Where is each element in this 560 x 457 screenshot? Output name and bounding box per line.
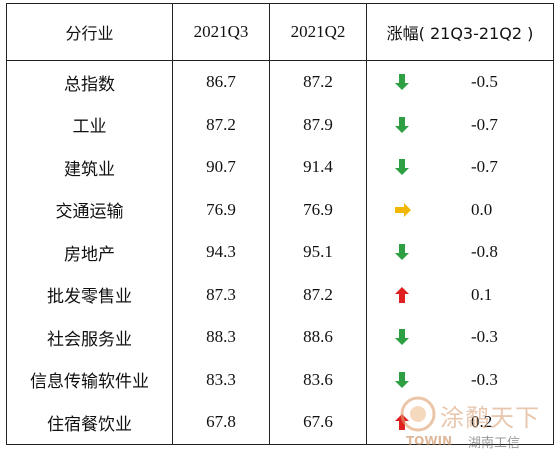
change-cell: 0.2: [366, 401, 554, 445]
trend-down-arrow-icon: [395, 371, 409, 388]
value-2021q3: 90.7: [172, 146, 270, 189]
table-row: 社会服务业 88.3 88.6 -0.3: [6, 316, 554, 359]
trend-down-arrow-icon: [395, 116, 409, 133]
change-value: -0.3: [471, 369, 498, 389]
industry-name: 房地产: [6, 231, 173, 274]
value-2021q3: 87.3: [172, 273, 270, 316]
change-value: 0.2: [471, 412, 493, 432]
table-row: 工业 87.2 87.9 -0.7: [6, 103, 554, 146]
value-2021q2: 67.6: [269, 401, 367, 445]
change-cell: -0.3: [366, 358, 554, 401]
change-cell: 0.1: [366, 273, 554, 316]
industry-index-table: 分行业 2021Q3 2021Q2 涨幅( 21Q3-21Q2 ) 总指数 86.…: [6, 3, 554, 445]
value-2021q3: 86.7: [172, 60, 270, 104]
table-row: 信息传输软件业 83.3 83.6 -0.3: [6, 358, 554, 401]
value-2021q3: 88.3: [172, 316, 270, 359]
value-2021q3: 87.2: [172, 103, 270, 146]
trend-up-arrow-icon: [395, 286, 409, 303]
table-row: 批发零售业 87.3 87.2 0.1: [6, 273, 554, 316]
table-header-row: 分行业 2021Q3 2021Q2 涨幅( 21Q3-21Q2 ): [6, 3, 554, 61]
industry-name: 总指数: [6, 60, 173, 104]
value-2021q2: 88.6: [269, 316, 367, 359]
industry-name: 住宿餐饮业: [6, 401, 173, 445]
value-2021q3: 67.8: [172, 401, 270, 445]
value-2021q2: 83.6: [269, 358, 367, 401]
industry-name: 信息传输软件业: [6, 358, 173, 401]
change-cell: -0.8: [366, 231, 554, 274]
value-2021q3: 76.9: [172, 188, 270, 231]
table-row: 住宿餐饮业 67.8 67.6 0.2: [6, 401, 554, 445]
table-row: 总指数 86.7 87.2 -0.5: [6, 60, 554, 104]
industry-name: 交通运输: [6, 188, 173, 231]
trend-down-arrow-icon: [395, 244, 409, 261]
header-change: 涨幅( 21Q3-21Q2 ): [366, 3, 554, 61]
change-value: -0.3: [471, 327, 498, 347]
header-2021q2: 2021Q2: [269, 3, 367, 61]
value-2021q3: 94.3: [172, 231, 270, 274]
value-2021q2: 87.2: [269, 60, 367, 104]
change-value: -0.8: [471, 242, 498, 262]
value-2021q2: 95.1: [269, 231, 367, 274]
industry-name: 建筑业: [6, 146, 173, 189]
trend-down-arrow-icon: [395, 74, 409, 91]
change-value: 0.0: [471, 199, 493, 219]
header-industry: 分行业: [6, 3, 173, 61]
trend-flat-arrow-icon: [395, 202, 411, 217]
value-2021q3: 83.3: [172, 358, 270, 401]
value-2021q2: 87.9: [269, 103, 367, 146]
change-value: -0.7: [471, 157, 498, 177]
change-cell: 0.0: [366, 188, 554, 231]
change-cell: -0.3: [366, 316, 554, 359]
industry-name: 工业: [6, 103, 173, 146]
table-row: 交通运输 76.9 76.9 0.0: [6, 188, 554, 231]
trend-down-arrow-icon: [395, 159, 409, 176]
value-2021q2: 91.4: [269, 146, 367, 189]
industry-name: 社会服务业: [6, 316, 173, 359]
header-2021q3: 2021Q3: [172, 3, 270, 61]
value-2021q2: 76.9: [269, 188, 367, 231]
change-cell: -0.7: [366, 146, 554, 189]
trend-down-arrow-icon: [395, 329, 409, 346]
change-cell: -0.5: [366, 60, 554, 104]
change-cell: -0.7: [366, 103, 554, 146]
value-2021q2: 87.2: [269, 273, 367, 316]
table-row: 房地产 94.3 95.1 -0.8: [6, 231, 554, 274]
change-value: -0.7: [471, 114, 498, 134]
trend-up-arrow-icon: [395, 414, 409, 431]
change-value: -0.5: [471, 72, 498, 92]
industry-name: 批发零售业: [6, 273, 173, 316]
table-row: 建筑业 90.7 91.4 -0.7: [6, 146, 554, 189]
change-value: 0.1: [471, 284, 493, 304]
